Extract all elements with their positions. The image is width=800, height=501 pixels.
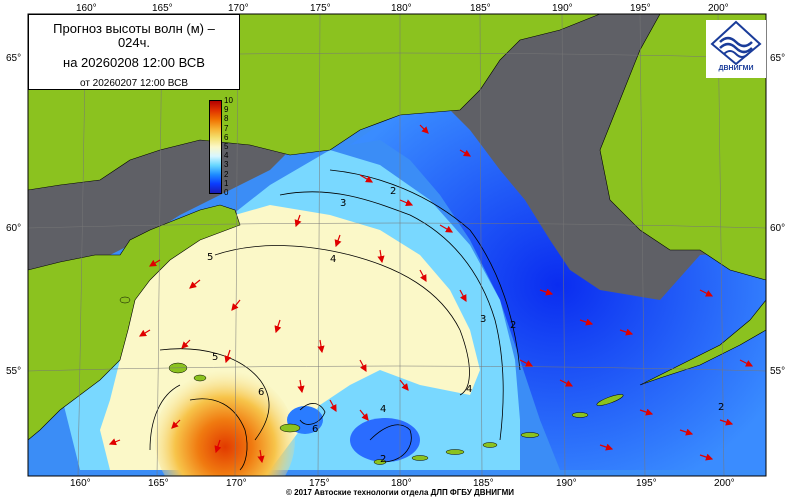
svg-text:6: 6 [312, 424, 318, 435]
svg-text:185°: 185° [473, 478, 494, 489]
svg-text:5: 5 [207, 252, 213, 263]
svg-text:190°: 190° [556, 478, 577, 489]
svg-text:170°: 170° [226, 478, 247, 489]
title-text: Прогноз высоты волн (м) – [53, 21, 215, 36]
svg-text:5: 5 [212, 352, 218, 363]
logo-text: ДВНИГМИ [718, 65, 754, 72]
longitude-labels-top: 160° 165° 170° 175° 180° 185° 190° 195° … [76, 3, 729, 14]
svg-text:4: 4 [330, 254, 336, 265]
contour-value-labels: 5 5 6 4 4 4 3 2 2 3 2 2 6 [207, 186, 724, 465]
title-lead-time: 024ч. [117, 35, 151, 50]
longitude-labels-bottom: 160° 165° 170° 175° 180° 185° 190° 195° … [70, 478, 735, 489]
colorbar-tick: 6 [224, 132, 229, 142]
svg-text:3: 3 [340, 198, 346, 209]
wave-emblem-icon [710, 20, 762, 66]
colorbar-tick: 1 [224, 178, 229, 188]
colorbar-tick: 5 [224, 142, 229, 151]
svg-text:175°: 175° [309, 478, 330, 489]
aleutian-islands [119, 296, 624, 465]
svg-text:165°: 165° [152, 3, 173, 14]
svg-text:3: 3 [480, 314, 486, 325]
colorbar-tick: 2 [224, 169, 229, 179]
svg-text:2: 2 [510, 320, 516, 331]
svg-text:4: 4 [380, 404, 386, 415]
svg-text:200°: 200° [708, 3, 729, 14]
colorbar-tick: 3 [224, 160, 229, 170]
map-border [27, 13, 767, 477]
svg-text:195°: 195° [636, 478, 657, 489]
low-wave-patch [350, 418, 420, 462]
svg-text:200°: 200° [714, 478, 735, 489]
svg-text:65°: 65° [6, 53, 21, 64]
alaska-land [599, 14, 766, 281]
colorbar-tick: 8 [224, 114, 229, 124]
svg-text:55°: 55° [6, 366, 21, 377]
svg-text:2: 2 [718, 402, 724, 413]
svg-text:65°: 65° [770, 53, 785, 64]
svg-text:195°: 195° [630, 3, 651, 14]
alaska-peninsula [639, 299, 766, 386]
kamchatka-peninsula [28, 204, 241, 441]
svg-text:6: 6 [258, 387, 264, 398]
colorbar-tick: 0 [224, 188, 229, 197]
svg-text:165°: 165° [148, 478, 169, 489]
svg-text:60°: 60° [6, 223, 21, 234]
svg-text:160°: 160° [76, 3, 97, 14]
svg-text:160°: 160° [70, 478, 91, 489]
title-line-1: Прогноз высоты волн (м) – 024ч. [29, 22, 239, 50]
colorbar-tick-labels: 10 9 8 7 6 5 4 3 2 1 0 [224, 96, 238, 197]
wave-direction-arrows [108, 124, 754, 464]
colorbar-tick: 4 [224, 151, 229, 161]
svg-text:55°: 55° [770, 366, 785, 377]
institute-logo: ДВНИГМИ [706, 20, 766, 78]
latitude-labels-left: 65° 60° 55° [6, 53, 21, 377]
svg-text:175°: 175° [310, 3, 331, 14]
latitude-labels-right: 65° 60° 55° [770, 53, 785, 377]
title-issue-time: от 20260207 12:00 ВСВ [79, 78, 188, 89]
colorbar-tick: 9 [224, 105, 229, 115]
svg-text:180°: 180° [391, 3, 412, 14]
title-valid-time: на 20260208 12:00 ВСВ [63, 55, 205, 70]
peak-wave-area [155, 370, 295, 476]
svg-text:2: 2 [380, 454, 386, 465]
copyright-notice: © 2017 Автоские технологии отдела ДЛП ФГ… [286, 488, 514, 497]
svg-text:180°: 180° [391, 478, 412, 489]
wave-height-colorbar [209, 100, 222, 194]
svg-text:170°: 170° [228, 3, 249, 14]
colorbar-tick: 7 [224, 123, 229, 133]
svg-text:2: 2 [390, 186, 396, 197]
colorbar-tick: 10 [224, 96, 233, 105]
svg-text:60°: 60° [770, 223, 785, 234]
svg-text:4: 4 [466, 384, 472, 395]
svg-text:190°: 190° [552, 3, 573, 14]
forecast-title-box: Прогноз высоты волн (м) – 024ч. на 20260… [28, 14, 240, 90]
svg-text:185°: 185° [470, 3, 491, 14]
